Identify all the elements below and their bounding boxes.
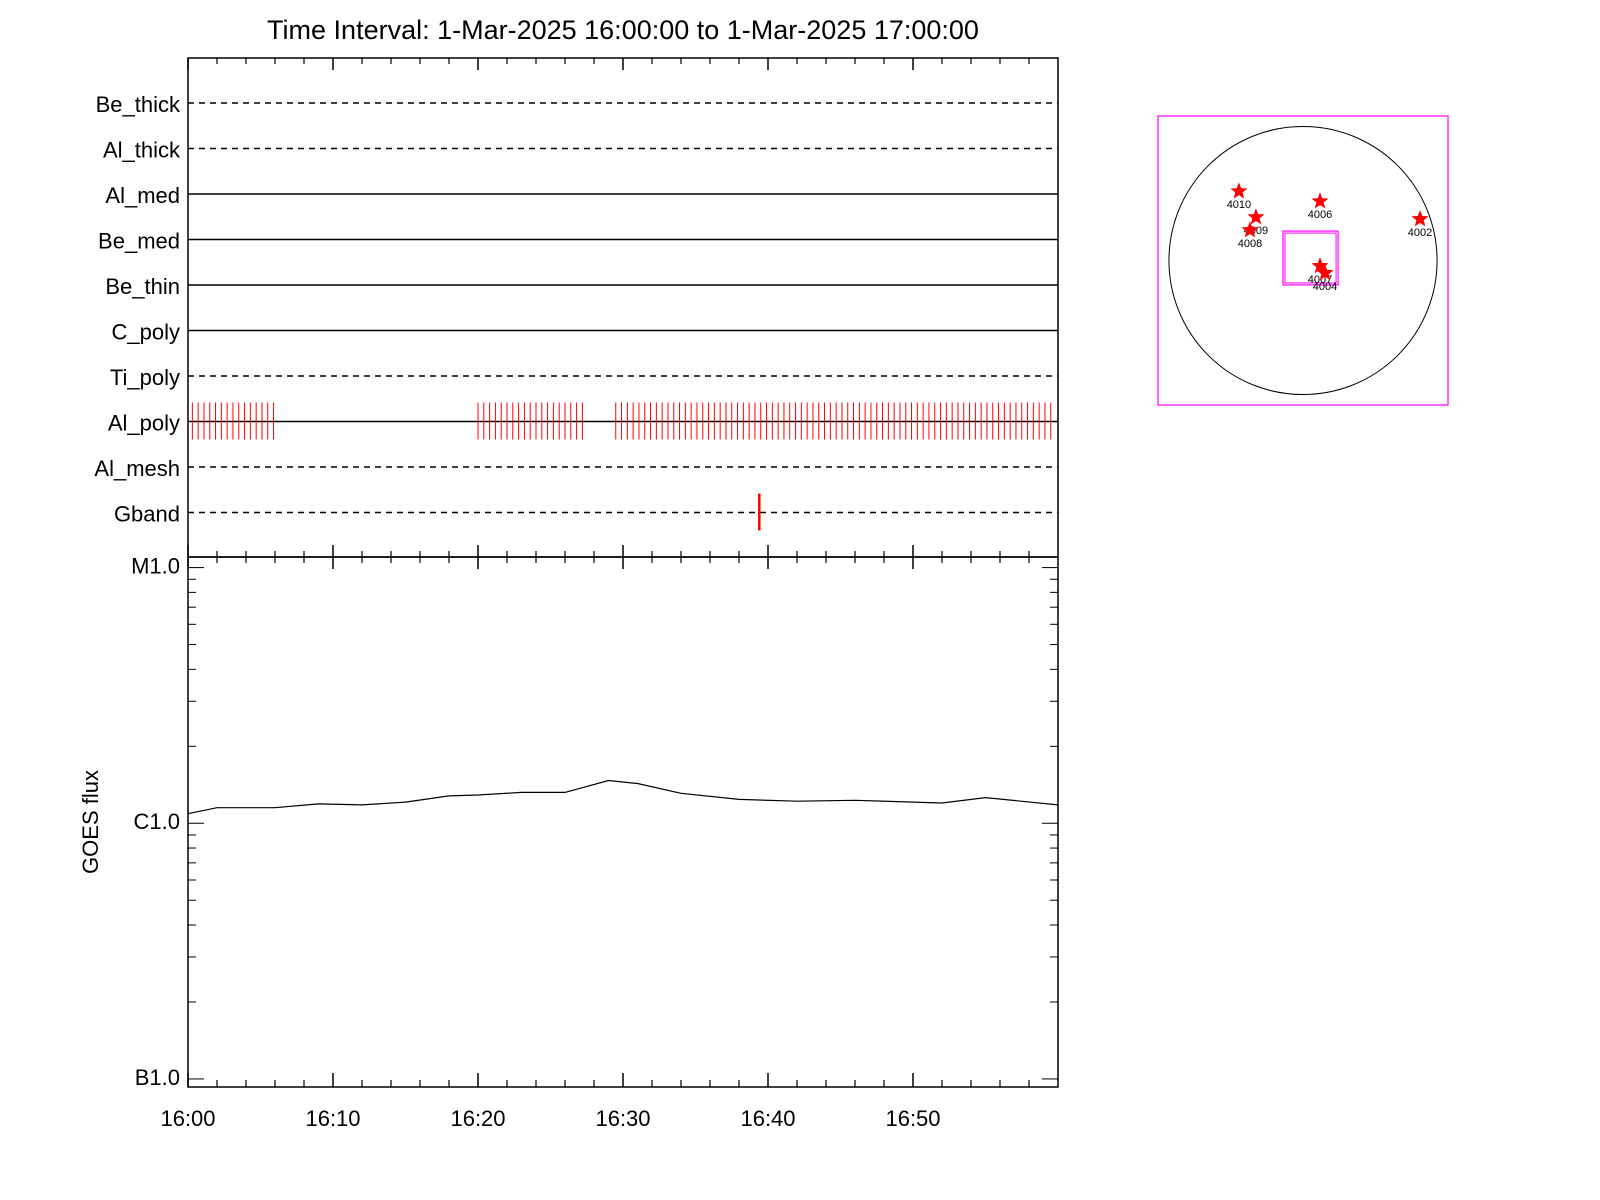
- row-label: Al_med: [105, 183, 180, 208]
- star-label: 4010: [1227, 199, 1251, 211]
- star-label: 4008: [1238, 238, 1262, 250]
- star-marker: [1230, 182, 1248, 199]
- x-tick-label: 16:40: [740, 1106, 795, 1131]
- row-label: Ti_poly: [110, 365, 180, 390]
- star-marker: [1311, 257, 1329, 274]
- row-label: Be_med: [98, 228, 180, 253]
- row-label: Be_thin: [105, 274, 180, 299]
- x-tick-label: 16:00: [160, 1106, 215, 1131]
- star-marker: [1411, 210, 1429, 227]
- solar-limb: [1168, 125, 1438, 396]
- y-axis-label: GOES flux: [78, 770, 103, 874]
- y-tick-label: M1.0: [131, 553, 180, 578]
- star-label: 4002: [1408, 227, 1432, 239]
- star-marker: [1247, 208, 1265, 225]
- x-tick-label: 16:10: [305, 1106, 360, 1131]
- panel-frame: [187, 556, 1059, 1088]
- star-label: 4006: [1308, 209, 1332, 221]
- star-marker: [1316, 264, 1334, 281]
- chart-title: Time Interval: 1-Mar-2025 16:00:00 to 1-…: [267, 15, 979, 45]
- panel-frame: [187, 57, 1059, 558]
- row-label: Al_mesh: [94, 456, 180, 481]
- x-tick-label: 16:20: [450, 1106, 505, 1131]
- fov-box: [1282, 230, 1339, 286]
- star-marker: [1311, 192, 1329, 209]
- row-label: Al_poly: [108, 410, 180, 435]
- goes-line: [187, 779, 1059, 815]
- row-label: Be_thick: [96, 92, 181, 117]
- star-marker: [1241, 221, 1259, 238]
- fov-box-inner: [1284, 232, 1337, 284]
- x-tick-label: 16:30: [595, 1106, 650, 1131]
- row-label: C_poly: [112, 319, 180, 344]
- row-label: Al_thick: [103, 137, 181, 162]
- x-tick-label: 16:50: [885, 1106, 940, 1131]
- map-frame: [1157, 115, 1449, 406]
- star-label: 4004: [1313, 281, 1337, 293]
- y-tick-label: C1.0: [134, 809, 180, 834]
- y-tick-label: B1.0: [135, 1065, 180, 1090]
- row-label: Gband: [114, 501, 180, 526]
